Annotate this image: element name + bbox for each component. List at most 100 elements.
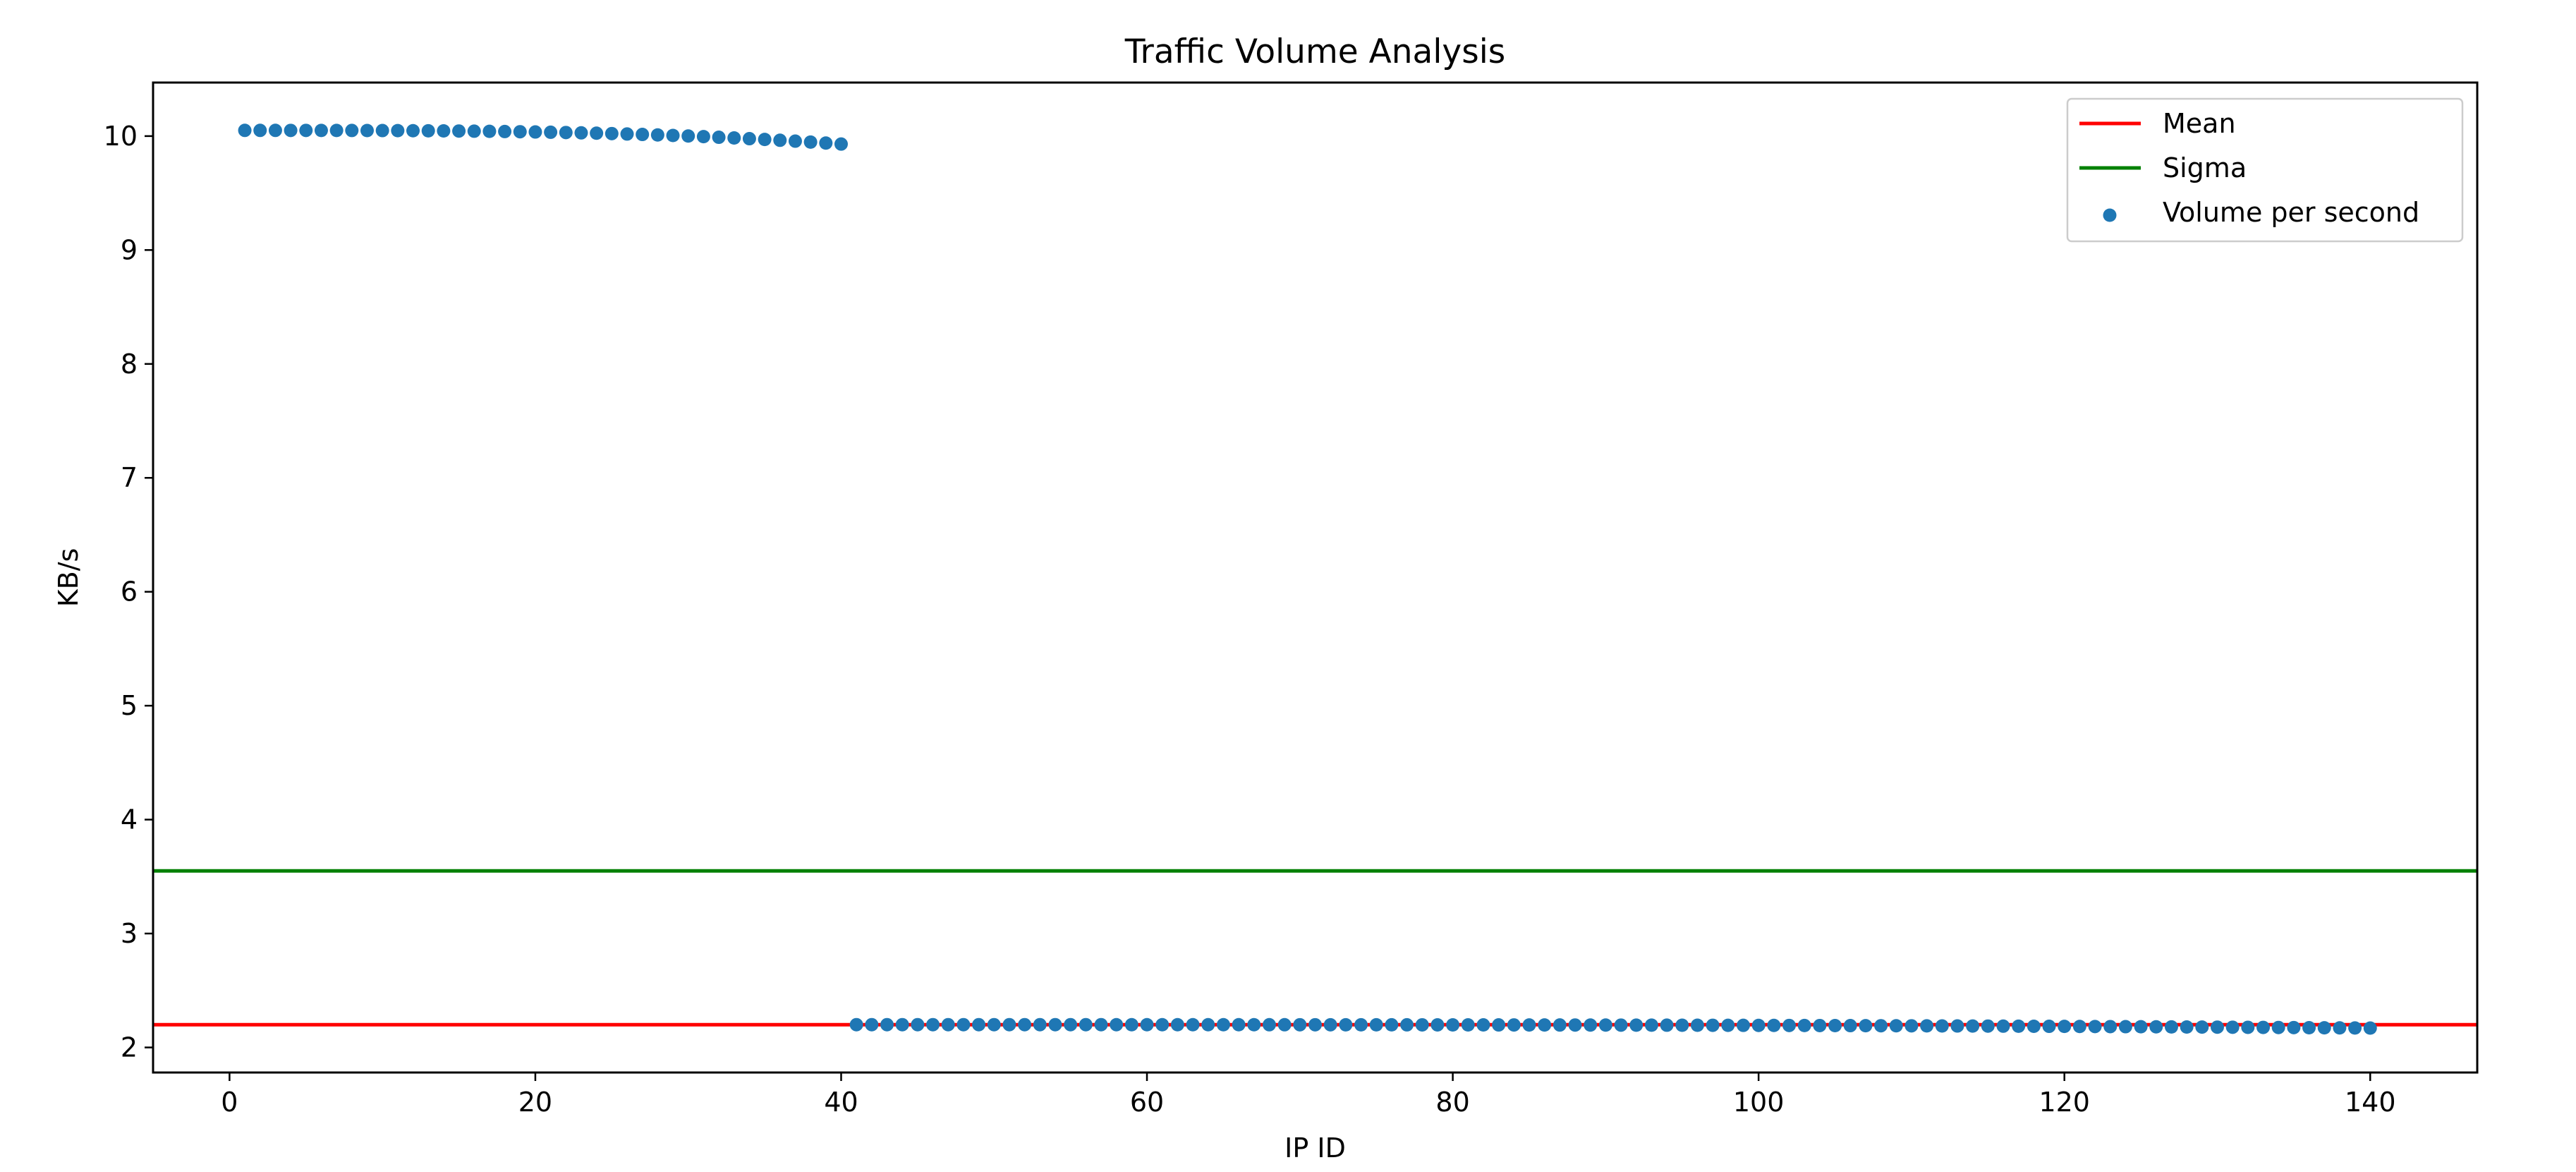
scatter-point (2241, 1020, 2255, 1034)
scatter-point (666, 128, 680, 143)
scatter-point (941, 1017, 955, 1032)
scatter-point (2195, 1020, 2209, 1034)
scatter-point (1859, 1019, 1873, 1033)
scatter-point (1064, 1017, 1078, 1032)
legend-mean-label: Mean (2163, 108, 2236, 139)
scatter-point (2348, 1021, 2362, 1035)
scatter-point (1415, 1017, 1429, 1032)
scatter-point (849, 1017, 863, 1032)
scatter-point (758, 133, 772, 147)
legend-volume-per-second-swatch (2103, 208, 2117, 222)
scatter-point (1262, 1017, 1276, 1032)
scatter-point (1522, 1018, 1536, 1032)
scatter-point (452, 124, 466, 138)
scatter-point (1033, 1017, 1047, 1032)
scatter-point (1782, 1018, 1797, 1032)
scatter-point (1538, 1018, 1552, 1032)
scatter-point (268, 123, 282, 138)
scatter-point (620, 127, 634, 141)
scatter-point (1828, 1018, 1842, 1032)
scatter-point (2333, 1021, 2347, 1035)
scatter-point (773, 133, 787, 147)
scatter-point (1201, 1017, 1215, 1032)
scatter-point (1568, 1018, 1582, 1032)
scatter-point (636, 128, 650, 142)
scatter-point (712, 131, 726, 145)
scatter-point (528, 125, 542, 139)
scatter-point (360, 123, 374, 138)
scatter-point (1048, 1017, 1062, 1032)
scatter-point (972, 1017, 986, 1032)
scatter-point (314, 123, 328, 138)
scatter-point (1751, 1018, 1766, 1032)
scatter-point (1385, 1017, 1399, 1032)
scatter-point (604, 126, 619, 140)
scatter-point (2012, 1019, 2026, 1033)
scatter-point (1874, 1019, 1888, 1033)
scatter-point (513, 125, 527, 139)
scatter-point (803, 135, 818, 149)
legend: Mean Sigma Volume per second (2066, 97, 2464, 243)
scatter-point (1232, 1017, 1246, 1032)
y-tick-label: 7 (121, 462, 138, 493)
legend-volume-per-second-label: Volume per second (2163, 197, 2419, 228)
scatter-point (1629, 1018, 1644, 1032)
chart-title: Traffic Volume Analysis (1124, 32, 1506, 71)
scatter-point (2042, 1020, 2056, 1034)
scatter-point (2317, 1021, 2331, 1035)
x-tick-label: 100 (1733, 1087, 1785, 1118)
scatter-point (1293, 1017, 1307, 1032)
scatter-point (1400, 1017, 1414, 1032)
scatter-point (2363, 1021, 2377, 1035)
scatter-point (406, 123, 420, 138)
scatter-point (1339, 1017, 1353, 1032)
scatter-point (911, 1017, 925, 1032)
scatter-point (788, 134, 802, 148)
scatter-point (1476, 1018, 1490, 1032)
scatter-point (1598, 1018, 1612, 1032)
scatter-point (1920, 1019, 1934, 1033)
scatter-point (2103, 1020, 2118, 1034)
scatter-point (1736, 1018, 1750, 1032)
scatter-point (1813, 1018, 1827, 1032)
y-tick-label: 5 (121, 690, 138, 721)
scatter-point (1094, 1017, 1108, 1032)
scatter-point (1889, 1019, 1903, 1033)
axes: 0 20 40 60 80 100 120 140 2 3 4 5 6 7 8 9 10 (104, 81, 2479, 1118)
scatter-point (1430, 1017, 1445, 1032)
scatter-point (681, 129, 695, 143)
scatter-point (1323, 1017, 1337, 1032)
scatter-point (727, 131, 741, 145)
scatter-point (1354, 1017, 1368, 1032)
scatter-point (2210, 1020, 2224, 1034)
scatter-point (880, 1017, 894, 1032)
scatter-point (1186, 1017, 1200, 1032)
scatter-point (1690, 1018, 1704, 1032)
scatter-point (498, 124, 512, 138)
scatter-point (650, 128, 664, 142)
scatter-point (926, 1017, 940, 1032)
scatter-point (1675, 1018, 1689, 1032)
scatter-point (2058, 1020, 2072, 1034)
scatter-point (1706, 1018, 1720, 1032)
scatter-point (2118, 1020, 2132, 1034)
scatter-point (1996, 1019, 2010, 1033)
scatter-point (865, 1017, 879, 1032)
scatter-point (819, 136, 833, 150)
x-axis-label: IP ID (1284, 1132, 1346, 1164)
scatter-point (1492, 1018, 1506, 1032)
scatter-point (834, 137, 848, 151)
scatter-point (544, 125, 558, 139)
scatter-point (238, 123, 252, 138)
scatter-point (1904, 1019, 1919, 1033)
scatter-point (1277, 1017, 1292, 1032)
scatter-point (1584, 1018, 1598, 1032)
scatter-point (1018, 1017, 1032, 1032)
scatter-point (1308, 1017, 1322, 1032)
scatter-point (1140, 1017, 1154, 1032)
scatter-point (1966, 1019, 1980, 1033)
scatter-point (2256, 1020, 2271, 1034)
scatter-point (559, 126, 573, 140)
x-tick-label: 20 (518, 1087, 552, 1118)
